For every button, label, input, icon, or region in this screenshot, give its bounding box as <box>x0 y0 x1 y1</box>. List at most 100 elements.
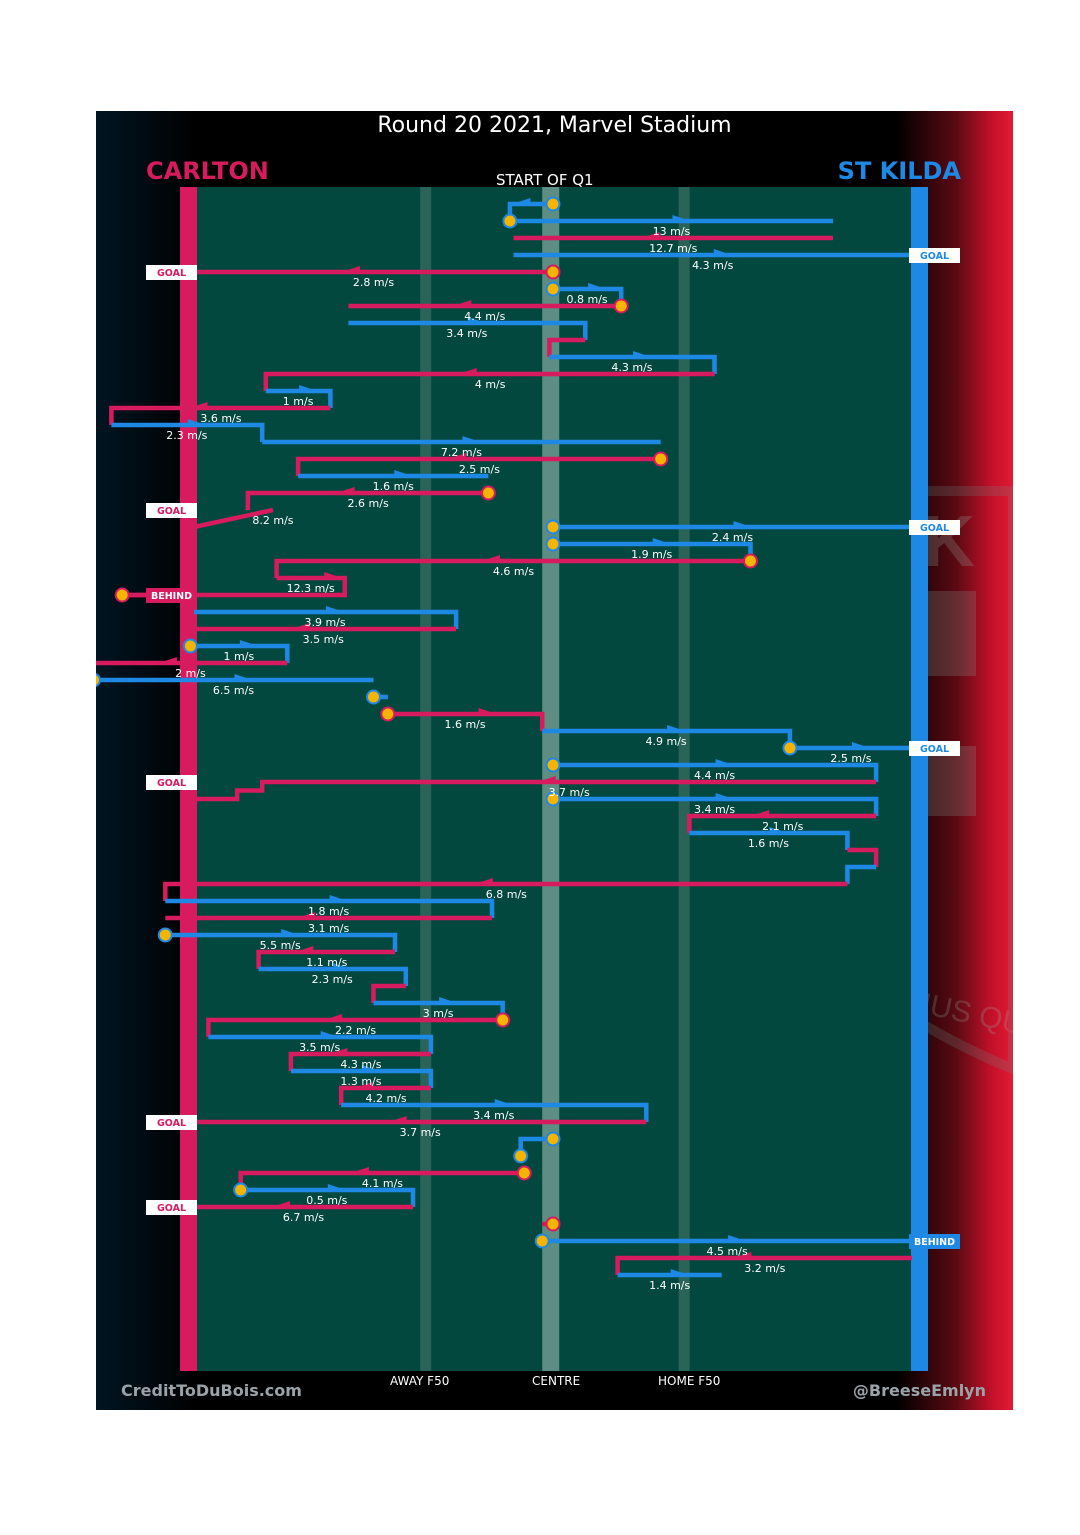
chain-path-44 <box>256 949 395 969</box>
speed-label-63: 1.4 m/s <box>649 1279 690 1292</box>
chain-arrow-53 <box>494 1099 513 1105</box>
chain-path-8 <box>547 337 586 357</box>
stoppage-marker-30 <box>380 706 396 722</box>
speed-label-51: 1.3 m/s <box>340 1075 381 1088</box>
outcome-label-59: GOAL <box>157 1203 186 1214</box>
outcome-label-54: GOAL <box>157 1118 186 1129</box>
chain-arrow-47 <box>439 997 458 1003</box>
speed-label-49: 3.5 m/s <box>299 1041 340 1054</box>
chain-arrow-31 <box>667 725 686 731</box>
chain-arrow-32 <box>851 742 870 748</box>
speed-label-9: 4.3 m/s <box>611 361 652 374</box>
speed-label-13: 2.3 m/s <box>166 429 207 442</box>
chain-path-41 <box>165 898 495 918</box>
chain-chart: ST K FORTIUS QU 13 m/s12.7 m/s4.3 m/s2.8… <box>96 187 1013 1371</box>
chain-arrow-24 <box>326 606 345 612</box>
outcome-label-23: BEHIND <box>151 591 192 602</box>
chart-title: Round 20 2021, Marvel Stadium <box>377 113 732 138</box>
chain-arrow-27 <box>158 657 177 663</box>
stoppage-marker-29 <box>366 689 381 705</box>
chain-path-22 <box>122 575 348 598</box>
chain-arrow-9 <box>632 351 651 357</box>
speed-label-19: 2.4 m/s <box>712 531 753 544</box>
chain-path-53 <box>341 1102 649 1122</box>
stoppage-marker-6 <box>613 298 629 314</box>
chain-path-10 <box>263 371 715 391</box>
speed-label-24: 3.9 m/s <box>304 616 345 629</box>
outcome-badges: GOAL GOAL GOAL GOAL BEHIND GOAL GOAL GOAL GOAL BE… <box>146 248 960 1249</box>
chain-arrow-22 <box>324 572 343 578</box>
chain-arrow-57 <box>350 1167 369 1173</box>
speed-label-59: 6.7 m/s <box>283 1211 324 1224</box>
speed-label-42: 3.1 m/s <box>308 922 349 935</box>
speed-label-10: 4 m/s <box>475 378 506 391</box>
speed-label-41: 1.8 m/s <box>308 905 349 918</box>
chain-arrow-15 <box>447 453 466 459</box>
chain-path-34 <box>194 779 877 802</box>
speed-label-52: 4.2 m/s <box>365 1092 406 1105</box>
speed-label-5: 0.8 m/s <box>567 293 608 306</box>
speed-label-14: 7.2 m/s <box>441 446 482 459</box>
chain-arrow-63 <box>670 1269 689 1275</box>
stoppage-marker-32 <box>782 740 798 756</box>
chain-arrow-45 <box>333 963 352 969</box>
home-team-name: CARLTON <box>146 157 269 185</box>
stoppage-marker-23 <box>114 587 130 603</box>
chain-path-21 <box>274 558 751 578</box>
stoppage-marker-57 <box>516 1165 532 1181</box>
stoppage-marker-48 <box>495 1012 511 1028</box>
chain-path-43 <box>165 932 398 952</box>
chain-path-12 <box>109 405 331 425</box>
speed-labels: 13 m/s 12.7 m/s 4.3 m/s 2.8 m/s 0.8 m/s 4.4 m… <box>166 225 872 1292</box>
chain-arrow-48 <box>324 1014 343 1020</box>
chain-arrow-36 <box>751 810 770 816</box>
speed-label-47: 3 m/s <box>423 1007 454 1020</box>
centre-label: CENTRE <box>532 1374 581 1388</box>
chain-arrow-58 <box>327 1184 346 1190</box>
chain-arrow-52 <box>354 1082 373 1088</box>
outcome-badge-32 <box>909 741 960 756</box>
chain-arrow-2 <box>641 232 660 238</box>
stoppage-marker-43 <box>157 927 173 943</box>
chain-path-13 <box>111 422 265 442</box>
outcome-badge-19 <box>909 520 960 535</box>
stoppage-marker-15 <box>653 451 669 467</box>
chain-arrow-50 <box>329 1048 348 1054</box>
speed-label-37: 1.6 m/s <box>748 837 789 850</box>
speed-label-48: 2.2 m/s <box>335 1024 376 1037</box>
chain-arrow-14 <box>462 436 481 442</box>
stoppage-marker-26 <box>182 638 198 654</box>
outcome-label-34: GOAL <box>157 778 186 789</box>
speed-label-16: 1.6 m/s <box>373 480 414 493</box>
chain-path-15 <box>295 456 661 476</box>
stoppage-marker-4 <box>545 264 561 280</box>
chain-arrow-30 <box>478 708 497 714</box>
chain-path-27 <box>96 660 288 666</box>
chain-path-11 <box>265 388 333 408</box>
chain-path-9 <box>549 354 717 374</box>
speed-label-61: 4.5 m/s <box>707 1245 748 1258</box>
chain-path-18 <box>193 507 274 530</box>
chain-path-48 <box>206 1017 503 1037</box>
speed-label-57: 4.1 m/s <box>362 1177 403 1190</box>
stoppage-marker-0 <box>545 196 561 212</box>
speed-label-30: 1.6 m/s <box>444 718 485 731</box>
chain-arrow-34 <box>537 776 556 782</box>
speed-label-15: 2.5 m/s <box>459 463 500 476</box>
speed-label-21: 4.6 m/s <box>493 565 534 578</box>
chain-path-50 <box>288 1051 431 1071</box>
speed-label-53: 3.4 m/s <box>473 1109 514 1122</box>
away-f50-band <box>420 187 432 1371</box>
chain-arrow-6 <box>453 300 472 306</box>
speed-label-7: 3.4 m/s <box>446 327 487 340</box>
speed-label-25: 3.5 m/s <box>303 633 344 646</box>
speed-label-18: 8.2 m/s <box>252 514 293 527</box>
chain-path-35 <box>553 796 879 816</box>
start-label: START OF Q1 <box>496 171 594 189</box>
chain-path-36 <box>687 813 877 833</box>
outcome-badge-4 <box>146 265 197 280</box>
speed-label-12: 3.6 m/s <box>200 412 241 425</box>
stoppage-marker-5 <box>545 281 561 297</box>
outcome-badge-23 <box>146 588 197 603</box>
chain-path-24 <box>194 609 459 629</box>
